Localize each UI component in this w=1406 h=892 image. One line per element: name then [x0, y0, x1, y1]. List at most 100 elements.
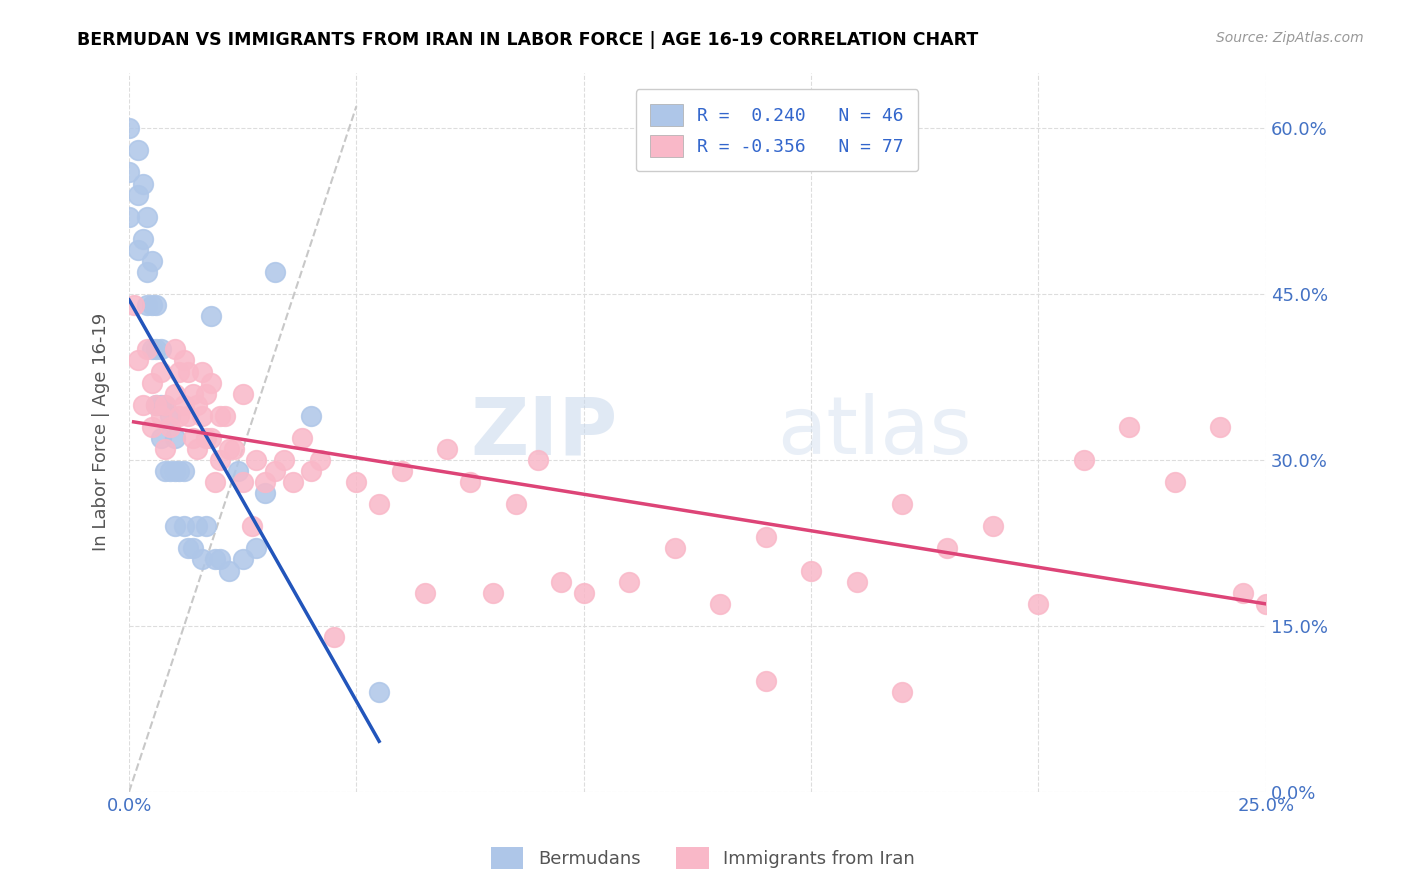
Point	[1028, 597, 1050, 611]
Point	[195, 519, 218, 533]
Point	[159, 464, 181, 478]
Point	[149, 398, 172, 412]
Point	[155, 442, 177, 456]
Point	[200, 431, 222, 445]
Point	[1209, 419, 1232, 434]
Point	[891, 497, 914, 511]
Point	[127, 353, 149, 368]
Point	[122, 298, 145, 312]
Point	[127, 187, 149, 202]
Point	[132, 177, 155, 191]
Point	[159, 419, 181, 434]
Point	[167, 464, 190, 478]
Point	[368, 497, 391, 511]
Point	[186, 442, 208, 456]
Point	[163, 464, 186, 478]
Point	[709, 597, 731, 611]
Point	[299, 409, 322, 423]
Point	[167, 409, 190, 423]
Point	[141, 419, 163, 434]
Point	[1164, 475, 1187, 489]
Point	[200, 310, 222, 324]
Point	[181, 541, 204, 556]
Y-axis label: In Labor Force | Age 16-19: In Labor Force | Age 16-19	[93, 313, 110, 551]
Text: atlas: atlas	[778, 393, 972, 471]
Point	[163, 386, 186, 401]
Legend: R =  0.240   N = 46, R = -0.356   N = 77: R = 0.240 N = 46, R = -0.356 N = 77	[636, 89, 918, 171]
Point	[527, 453, 550, 467]
Point	[173, 353, 195, 368]
Point	[127, 144, 149, 158]
Text: BERMUDAN VS IMMIGRANTS FROM IRAN IN LABOR FORCE | AGE 16-19 CORRELATION CHART: BERMUDAN VS IMMIGRANTS FROM IRAN IN LABO…	[77, 31, 979, 49]
Point	[191, 552, 214, 566]
Point	[413, 585, 436, 599]
Point	[177, 409, 200, 423]
Point	[240, 519, 263, 533]
Point	[755, 530, 778, 544]
Point	[891, 685, 914, 699]
Point	[141, 254, 163, 268]
Point	[226, 464, 249, 478]
Point	[155, 398, 177, 412]
Point	[155, 398, 177, 412]
Point	[118, 210, 141, 224]
Point	[132, 232, 155, 246]
Point	[245, 541, 267, 556]
Point	[218, 442, 240, 456]
Point	[263, 265, 285, 279]
Point	[132, 398, 155, 412]
Point	[163, 343, 186, 357]
Point	[391, 464, 413, 478]
Point	[141, 376, 163, 390]
Point	[263, 464, 285, 478]
Point	[204, 475, 226, 489]
Point	[291, 431, 314, 445]
Point	[368, 685, 391, 699]
Text: ZIP: ZIP	[471, 393, 617, 471]
Point	[550, 574, 572, 589]
Point	[145, 343, 167, 357]
Point	[458, 475, 481, 489]
Point	[145, 398, 167, 412]
Point	[1254, 597, 1277, 611]
Point	[664, 541, 686, 556]
Point	[218, 564, 240, 578]
Point	[149, 431, 172, 445]
Point	[177, 541, 200, 556]
Point	[299, 464, 322, 478]
Point	[173, 398, 195, 412]
Point	[245, 453, 267, 467]
Point	[208, 453, 231, 467]
Point	[281, 475, 304, 489]
Point	[149, 343, 172, 357]
Point	[173, 464, 195, 478]
Point	[482, 585, 505, 599]
Point	[186, 519, 208, 533]
Point	[936, 541, 959, 556]
Point	[173, 519, 195, 533]
Point	[208, 409, 231, 423]
Point	[136, 343, 159, 357]
Point	[204, 552, 226, 566]
Point	[127, 243, 149, 257]
Point	[163, 519, 186, 533]
Point	[254, 475, 277, 489]
Point	[145, 398, 167, 412]
Point	[163, 431, 186, 445]
Point	[572, 585, 595, 599]
Point	[200, 376, 222, 390]
Point	[136, 210, 159, 224]
Point	[136, 265, 159, 279]
Point	[136, 298, 159, 312]
Point	[141, 298, 163, 312]
Point	[981, 519, 1004, 533]
Point	[167, 365, 190, 379]
Point	[436, 442, 458, 456]
Point	[309, 453, 332, 467]
Point	[155, 464, 177, 478]
Point	[1118, 419, 1140, 434]
Point	[755, 674, 778, 689]
Point	[800, 564, 823, 578]
Point	[186, 398, 208, 412]
Point	[344, 475, 367, 489]
